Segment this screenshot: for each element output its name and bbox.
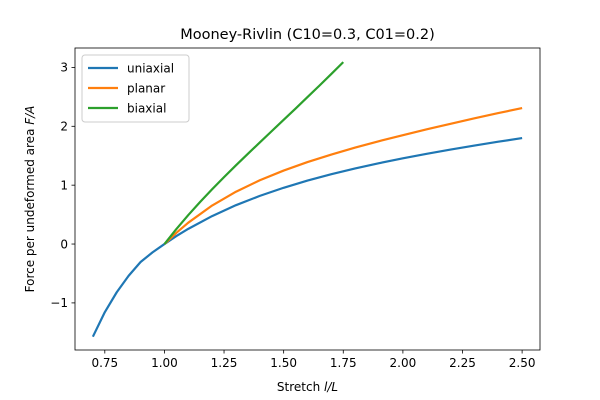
y-tick-label: −1 xyxy=(50,296,68,310)
x-tick-label: 2.50 xyxy=(509,356,536,370)
series-line-planar xyxy=(163,106,523,245)
series-lines xyxy=(91,61,523,338)
legend-label-planar: planar xyxy=(127,82,165,96)
x-axis-title-italic: l/L xyxy=(324,380,338,394)
x-tick-label: 2.00 xyxy=(390,356,417,370)
x-tick-label: 0.75 xyxy=(91,356,118,370)
x-axis-title-prefix: Stretch xyxy=(277,380,324,394)
x-tick-label: 1.75 xyxy=(330,356,357,370)
x-tick-label: 1.50 xyxy=(270,356,297,370)
axis-ticks: 0.75 1.00 1.25 1.50 1.75 2.00 2.25 2.50 −1 0 1 2 3 xyxy=(50,61,535,370)
legend-label-uniaxial: uniaxial xyxy=(127,62,174,76)
y-axis-title: Force per undeformed area F/A xyxy=(23,106,37,293)
x-axis-title: Stretch l/L xyxy=(277,380,338,394)
y-tick-label: 1 xyxy=(60,178,68,192)
legend-label-biaxial: biaxial xyxy=(127,102,166,116)
x-tick-label: 1.00 xyxy=(151,356,178,370)
y-tick-label: 3 xyxy=(60,61,68,75)
legend-box xyxy=(81,54,190,123)
x-tick-label: 2.25 xyxy=(449,356,476,370)
series-line-biaxial xyxy=(163,61,345,245)
y-tick-label: 0 xyxy=(60,237,68,251)
x-tick-label: 1.25 xyxy=(211,356,238,370)
legend: uniaxial planar biaxial xyxy=(81,54,190,123)
series-line-uniaxial xyxy=(91,136,523,338)
y-axis-title-prefix: Force per undeformed area xyxy=(23,125,37,293)
y-tick-label: 2 xyxy=(60,120,68,134)
y-axis-title-italic: F/A xyxy=(23,106,37,125)
chart-title: Mooney-Rivlin (C10=0.3, C01=0.2) xyxy=(180,27,435,43)
